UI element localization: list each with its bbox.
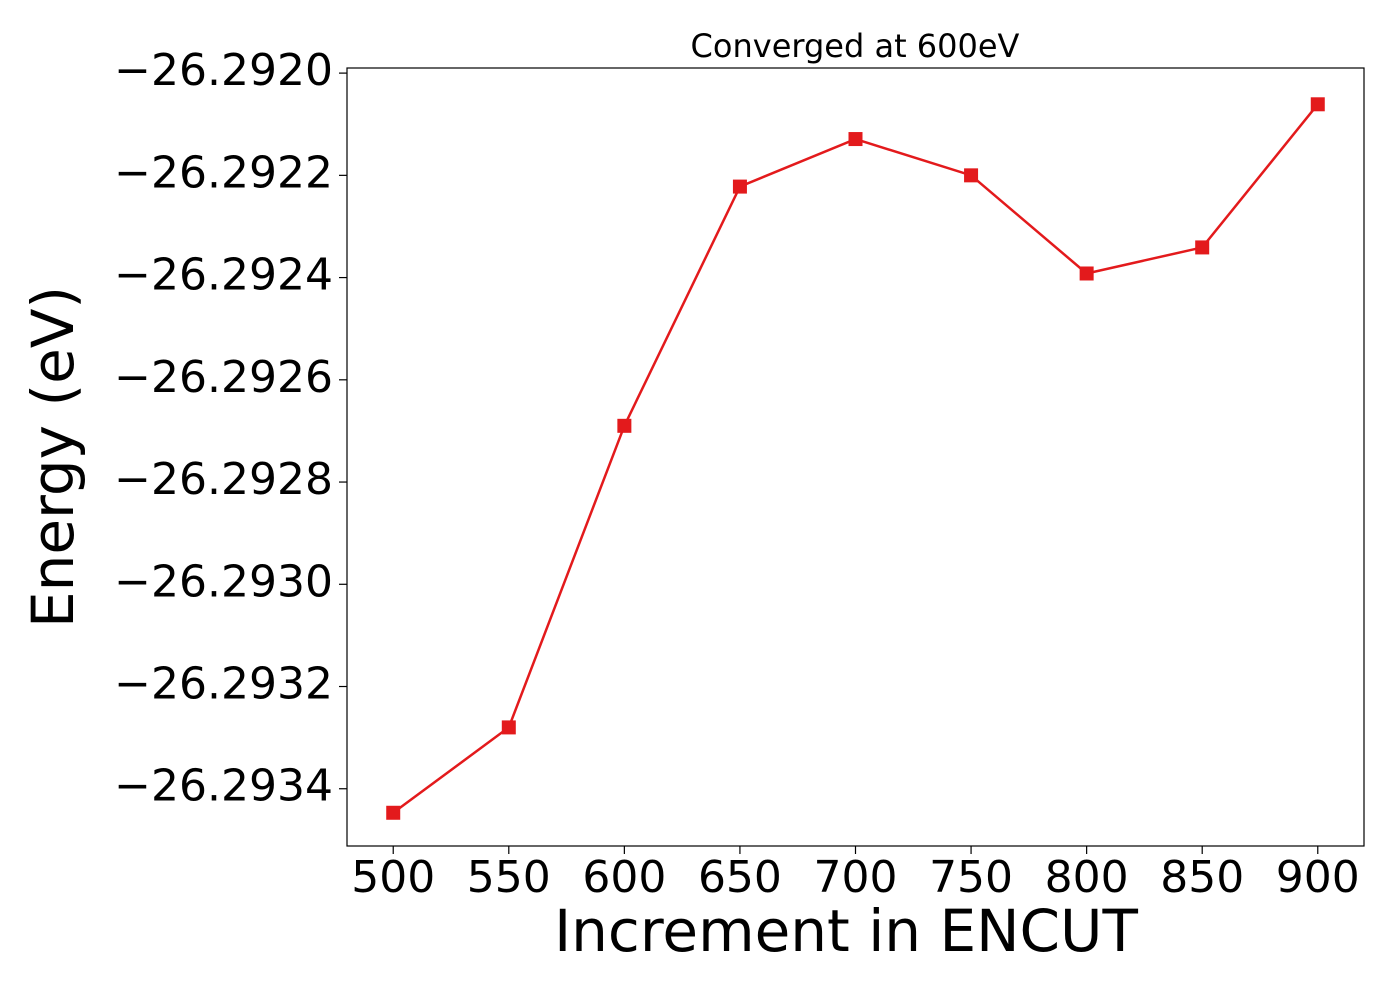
x-tick-label: 600 (582, 852, 666, 903)
y-tick-label: −26.2932 (114, 659, 333, 710)
y-axis-label: Energy (eV) (19, 286, 87, 628)
x-tick-label: 800 (1045, 852, 1129, 903)
x-tick-label: 750 (929, 852, 1013, 903)
y-tick-label: −26.2920 (114, 45, 333, 96)
marker (732, 179, 747, 194)
x-tick-label: 700 (814, 852, 898, 903)
marker (964, 168, 979, 183)
marker (1079, 266, 1094, 281)
y-tick-label: −26.2924 (114, 250, 333, 301)
chart-title: Converged at 600eV (691, 27, 1020, 65)
marker (617, 418, 632, 433)
x-tick-label: 850 (1160, 852, 1244, 903)
plot-frame (346, 67, 1365, 847)
x-tick-label: 550 (467, 852, 551, 903)
y-tick-label: −26.2922 (114, 147, 333, 198)
y-tick-label: −26.2928 (114, 454, 333, 505)
marker (1310, 97, 1325, 112)
x-tick-label: 900 (1276, 852, 1360, 903)
x-tick-label: 500 (351, 852, 435, 903)
marker (501, 720, 516, 735)
x-tick-label: 650 (698, 852, 782, 903)
marker (1195, 240, 1210, 255)
y-tick-label: −26.2926 (114, 352, 333, 403)
y-tick-label: −26.2934 (114, 761, 333, 812)
series-line (392, 103, 1319, 814)
marker (848, 132, 863, 147)
y-tick-label: −26.2930 (114, 556, 333, 607)
marker (386, 805, 401, 820)
x-axis-label: Increment in ENCUT (554, 897, 1138, 965)
